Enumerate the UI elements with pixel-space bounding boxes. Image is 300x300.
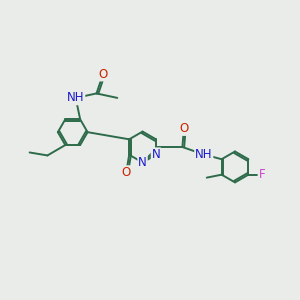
Text: NH: NH [195,148,212,161]
Text: N: N [152,148,160,161]
Text: O: O [98,68,108,81]
Text: O: O [122,166,131,179]
Text: F: F [259,168,265,181]
Text: N: N [138,156,147,169]
Text: NH: NH [67,92,84,104]
Text: O: O [179,122,188,135]
